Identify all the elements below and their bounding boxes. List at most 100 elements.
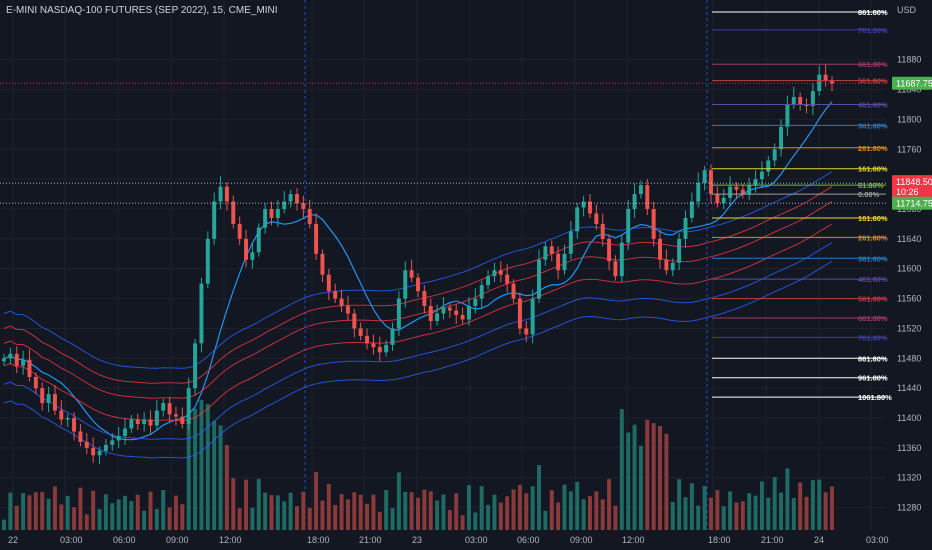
band-line (3, 186, 833, 384)
candle-body (537, 259, 541, 299)
fast-moving-average (3, 101, 833, 441)
candle-body (568, 231, 573, 254)
volume-bar (275, 495, 280, 530)
candle-body (740, 189, 745, 195)
volume-bar (409, 492, 414, 530)
volume-bar (524, 493, 529, 530)
candle-body (307, 209, 312, 224)
volume-bar (683, 497, 688, 530)
currency-label: USD (897, 5, 917, 15)
time-axis: 22 03:00 06:00 09:00 12:00 18:00 21:00 23 03:00 0… (8, 535, 889, 545)
candle-body (65, 418, 70, 420)
candle-body (224, 186, 229, 202)
volume-bar (224, 445, 229, 530)
band-line (3, 171, 833, 369)
candle-body (683, 217, 688, 239)
volume-bar (600, 499, 605, 530)
time-tick-label: 12:00 (622, 535, 645, 545)
fib-level-label: 961.80% (858, 374, 888, 383)
volume-bar (326, 484, 331, 530)
time-tick-label: 24 (814, 535, 824, 545)
candle-body (123, 428, 127, 436)
candle-body (556, 253, 561, 271)
volume-bar (447, 509, 452, 530)
volume-bar (333, 505, 338, 530)
candle-body (396, 298, 401, 329)
candle-body (549, 246, 554, 254)
candle-body (275, 209, 280, 218)
fib-level-label: 661.80% (858, 60, 888, 69)
candle-body (702, 170, 707, 183)
volume-bar (511, 489, 516, 530)
candle-body (110, 440, 115, 445)
fib-level-label: 361.80% (858, 121, 888, 130)
candle-body (715, 194, 720, 204)
volume-bar (435, 500, 440, 530)
volume-bar (670, 501, 675, 530)
price-tick-label: 11760 (897, 144, 921, 154)
candle-body (180, 416, 185, 424)
fib-level-label: 0.00% (858, 190, 880, 199)
candle-body (677, 238, 682, 263)
fib-level-label: 561.80% (858, 295, 888, 304)
candle-body (2, 358, 6, 362)
candle-body (651, 209, 656, 239)
price-label-box (892, 175, 932, 198)
volume-bar (384, 490, 389, 530)
fib-level-label: 861.80% (858, 8, 888, 17)
volume-bar (677, 479, 682, 530)
volume-bar (212, 420, 217, 530)
volume-bar (702, 485, 707, 530)
candle-body (759, 171, 764, 180)
chart-title: E-MINI NASDAQ-100 FUTURES (SEP 2022), 15… (6, 5, 278, 16)
fib-level-label: 761.80% (858, 26, 888, 35)
candle-body (377, 347, 382, 353)
time-tick-label: 06:00 (517, 535, 540, 545)
fibonacci-levels: 861.80% 761.80% 661.80% 561.80% 461.80% 361.8… (712, 8, 892, 402)
volume-bar (167, 507, 172, 530)
price-tick-label: 11600 (897, 264, 921, 274)
volume-bar (129, 501, 134, 530)
volume-bar (218, 425, 223, 530)
candle-body (734, 186, 739, 190)
time-tick-label: 03:00 (60, 535, 83, 545)
candle-body (454, 310, 459, 316)
candle-body (205, 238, 210, 284)
price-label-box (892, 76, 932, 90)
candle-body (148, 419, 153, 426)
volume-bar (403, 491, 408, 530)
candle-body (237, 223, 242, 239)
volume-bar (307, 507, 312, 530)
volume-bars (2, 400, 834, 530)
candle-body (441, 307, 446, 314)
candle-body (658, 238, 663, 260)
volume-bar (301, 491, 306, 530)
candle-body (766, 160, 771, 172)
volume-bar (454, 493, 459, 530)
candle-body (798, 97, 803, 105)
candle-body (59, 410, 64, 420)
volume-bar (135, 494, 140, 530)
volume-bar (46, 498, 51, 530)
volume-bar (587, 496, 592, 530)
price-tick-label: 11440 (897, 383, 921, 393)
price-tick-label: 11360 (897, 443, 921, 453)
candle-body (288, 194, 293, 202)
price-label-text: 11714.75 (896, 199, 932, 209)
volume-bar (27, 495, 32, 530)
fib-level-label: 61.80% (858, 181, 884, 190)
candle-body (8, 353, 13, 359)
candle-body (135, 419, 140, 424)
volume-bar (804, 496, 809, 530)
volume-bar (365, 503, 370, 530)
candle-body (314, 223, 319, 254)
fib-level-label: 461.80% (858, 275, 888, 284)
volume-bar (562, 484, 567, 530)
candle-body (409, 270, 414, 278)
candle-body (416, 277, 420, 292)
candle-body (670, 262, 675, 271)
volume-bar (728, 491, 733, 530)
candle-body (632, 194, 637, 210)
